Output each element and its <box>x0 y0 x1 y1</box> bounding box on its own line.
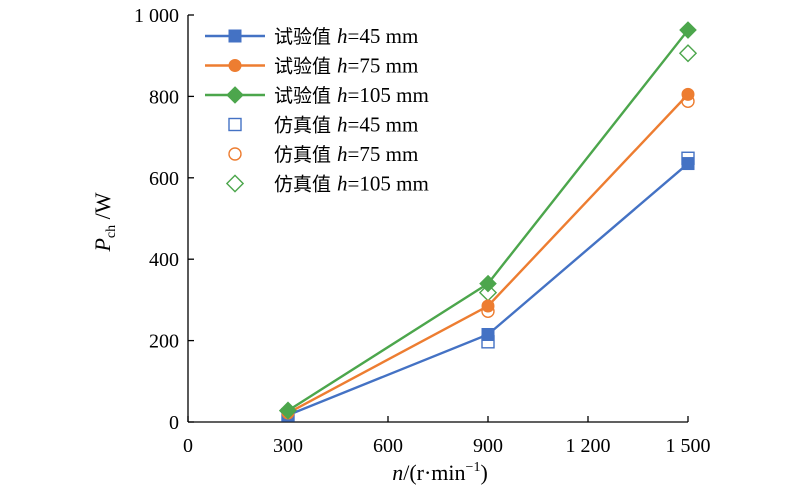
x-tick-label: 600 <box>373 435 403 457</box>
legend-label: 试验值 h=75 mm <box>274 54 418 78</box>
y-axis-title: Pch /W <box>90 192 119 252</box>
y-tick-label: 0 <box>169 412 179 434</box>
x-tick-label: 1 500 <box>666 435 711 457</box>
x-tick-label: 0 <box>183 435 193 457</box>
data-point <box>678 44 698 63</box>
y-tick-label: 600 <box>149 168 179 190</box>
axes <box>187 15 688 423</box>
y-axis-variable: P <box>90 238 115 252</box>
x-tick-label: 900 <box>473 435 503 457</box>
data-point <box>679 21 697 39</box>
legend-label: 仿真值 h=105 mm <box>274 172 429 196</box>
x-axis-ticks: 0 300 600 900 1 200 1 500 <box>183 416 711 457</box>
legend-item: 仿真值 h=45 mm <box>228 113 418 137</box>
data-point <box>279 401 297 420</box>
legend-label: 试验值 h=45 mm <box>274 24 418 48</box>
legend-item: 试验值 h=45 mm <box>205 24 418 48</box>
legend-marker <box>226 86 244 104</box>
x-axis-unit: /(r·min <box>403 460 465 485</box>
legend-label: 仿真值 h=45 mm <box>274 113 418 137</box>
legend-marker <box>225 174 245 193</box>
legend-item: 试验值 h=105 mm <box>205 83 429 107</box>
x-axis-unit-close: ) <box>480 460 487 485</box>
y-axis-subscript: ch <box>104 225 119 238</box>
legend-marker <box>228 147 242 161</box>
x-axis-variable: n <box>392 460 403 485</box>
legend-marker <box>228 59 242 72</box>
legend-marker <box>228 117 242 132</box>
y-axis-unit: /W <box>90 192 115 225</box>
data-point <box>681 87 695 101</box>
plot-series <box>278 21 698 422</box>
x-axis-title: n/(r·min−1) <box>392 460 488 485</box>
legend-item: 试验值 h=75 mm <box>205 54 418 78</box>
y-tick-label: 800 <box>149 86 179 108</box>
y-tick-label: 200 <box>149 331 179 353</box>
data-point <box>479 274 497 293</box>
data-point <box>481 327 495 341</box>
data-point <box>481 299 495 313</box>
series-test-105mm <box>279 21 697 420</box>
legend-item: 仿真值 h=75 mm <box>228 142 418 166</box>
x-tick-label: 1 200 <box>566 435 611 457</box>
x-axis-unit-exponent: −1 <box>466 460 481 475</box>
y-axis-ticks: 0 200 400 600 800 1 000 <box>134 5 194 434</box>
y-tick-label: 1 000 <box>134 5 179 27</box>
x-tick-label: 300 <box>273 435 303 457</box>
series-test-75mm <box>281 87 695 420</box>
legend-label: 试验值 h=105 mm <box>274 83 429 107</box>
legend-item: 仿真值 h=105 mm <box>225 172 429 196</box>
data-point <box>681 157 695 171</box>
legend: 试验值 h=45 mm 试验值 h=75 mm 试验值 h=105 mm 仿真值 h=… <box>205 24 429 196</box>
y-tick-label: 400 <box>149 249 179 271</box>
legend-label: 仿真值 h=75 mm <box>274 142 418 166</box>
legend-marker <box>228 29 242 43</box>
